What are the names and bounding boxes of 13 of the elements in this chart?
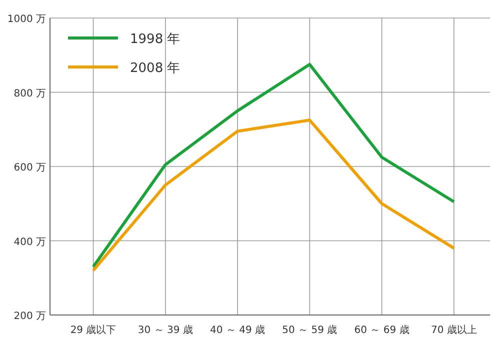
x-tick-label: 50 ～ 59 歳: [282, 324, 338, 336]
y-tick-label: 600 万: [14, 162, 46, 174]
y-tick-label: 400 万: [14, 236, 46, 248]
x-tick-label: 70 歳以上: [430, 324, 477, 336]
x-tick-label: 29 歳以下: [70, 324, 116, 336]
x-tick-label: 60 ～ 69 歳: [354, 324, 410, 336]
x-tick-label: 30 ～ 39 歳: [138, 324, 193, 336]
legend-label: 2008 年: [130, 61, 180, 76]
y-tick-label: 1000 万: [7, 14, 46, 25]
y-tick-label: 200 万: [14, 311, 46, 322]
legend-label: 1998 年: [130, 32, 180, 47]
y-tick-label: 800 万: [14, 88, 46, 100]
x-tick-label: 40 ～ 49 歳: [210, 324, 266, 336]
